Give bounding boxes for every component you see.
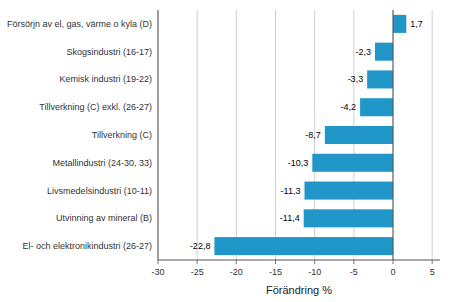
x-tick xyxy=(393,260,394,264)
bar xyxy=(393,15,406,33)
data-label: -11,3 xyxy=(281,186,301,196)
bar xyxy=(214,237,393,255)
bar xyxy=(360,98,393,116)
data-label: -10,3 xyxy=(288,158,309,168)
chart-svg: El- och elektronikindustri (26-27) Utvinn… xyxy=(0,0,454,302)
category-label: Tillverkning (C) xyxy=(92,130,152,140)
x-tick xyxy=(197,260,198,264)
data-label: -3,3 xyxy=(348,74,364,84)
zero-line xyxy=(393,10,394,260)
bar xyxy=(375,43,393,61)
x-tick-label: -5 xyxy=(350,267,358,277)
grid-line xyxy=(236,10,237,260)
x-ticks: -30 -25 -20 -15 -10 -5 0 5 xyxy=(151,260,434,277)
x-tick-label: -15 xyxy=(269,267,282,277)
y-tick-labels: El- och elektronikindustri (26-27) Utvinn… xyxy=(7,19,152,251)
x-tick-label: 0 xyxy=(390,267,395,277)
grid-line xyxy=(158,10,159,260)
x-tick-label: -20 xyxy=(230,267,243,277)
axes xyxy=(158,10,440,260)
x-tick-label: -30 xyxy=(151,267,164,277)
x-tick xyxy=(158,260,159,264)
category-label: Försörjn av el, gas, värme o kyla (D) xyxy=(7,19,152,29)
x-tick xyxy=(314,260,315,264)
x-tick-label: -25 xyxy=(191,267,204,277)
bar xyxy=(312,154,393,172)
grid-line xyxy=(432,10,433,260)
category-label: Livsmedelsindustri (10-11) xyxy=(47,186,152,196)
bars xyxy=(214,15,406,255)
y-axis-line xyxy=(158,10,159,260)
data-label: -22,8 xyxy=(190,241,211,251)
data-label: -2,3 xyxy=(355,47,371,57)
category-label: El- och elektronikindustri (26-27) xyxy=(22,241,152,251)
x-tick xyxy=(236,260,237,264)
grid-line xyxy=(275,10,276,260)
category-label: Kemisk industri (19-22) xyxy=(59,74,152,84)
bar xyxy=(304,182,393,200)
x-tick xyxy=(275,260,276,264)
data-label: 1,7 xyxy=(410,19,423,29)
data-labels: -22,8 -11,4 -11,3 -10,3 -8,7 -4,2 -3,3 -2,3 1,7 xyxy=(190,19,423,251)
grid xyxy=(158,10,432,260)
grid-line xyxy=(393,10,394,260)
x-axis-label: Förändring % xyxy=(266,284,332,296)
grid-line xyxy=(197,10,198,260)
x-tick xyxy=(353,260,354,264)
data-label: -4,2 xyxy=(341,102,357,112)
bar xyxy=(325,126,393,144)
chart-container: El- och elektronikindustri (26-27) Utvinn… xyxy=(0,0,454,302)
category-label: Skogsindustri (16-17) xyxy=(66,47,152,57)
category-label: Utvinning av mineral (B) xyxy=(56,213,152,223)
category-label: Metallindustri (24-30, 33) xyxy=(52,158,152,168)
bar xyxy=(304,209,393,227)
category-label: Tillverkning (C) exkl. (26-27) xyxy=(39,102,152,112)
x-tick-label: -10 xyxy=(308,267,321,277)
data-label: -11,4 xyxy=(280,213,300,223)
data-label: -8,7 xyxy=(305,130,321,140)
x-axis-line xyxy=(158,260,440,261)
bar xyxy=(367,70,393,88)
x-tick xyxy=(432,260,433,264)
x-tick-label: 5 xyxy=(430,267,435,277)
